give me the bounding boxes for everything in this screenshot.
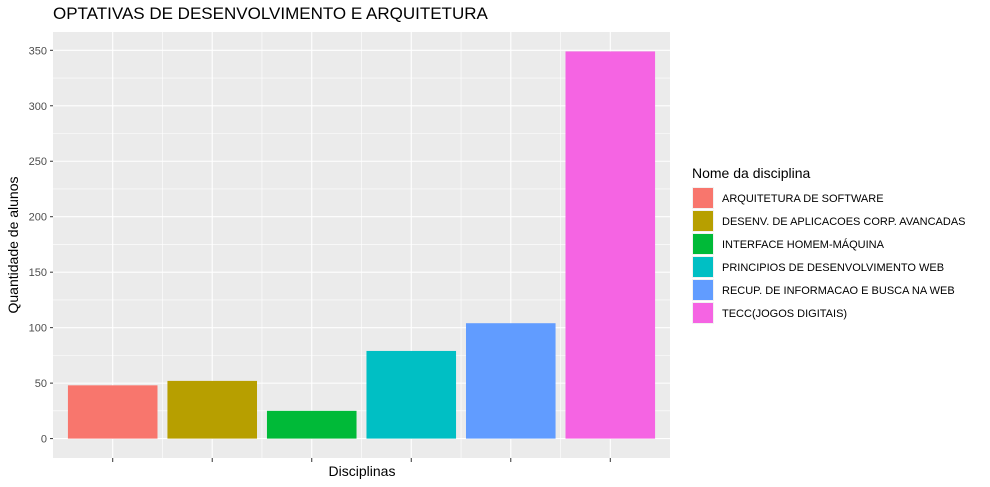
y-tick-label: 200 — [29, 212, 47, 224]
legend-label: ARQUITETURA DE SOFTWARE — [722, 193, 884, 205]
y-tick-label: 150 — [29, 267, 47, 279]
bar — [565, 51, 656, 439]
x-axis — [112, 458, 611, 462]
legend-label: TECC(JOGOS DIGITAIS) — [722, 308, 847, 320]
chart-title: OPTATIVAS DE DESENVOLVIMENTO E ARQUITETU… — [53, 4, 488, 23]
legend-swatch — [693, 303, 713, 323]
legend: Nome da disciplina ARQUITETURA DE SOFTWA… — [692, 165, 966, 324]
legend-title: Nome da disciplina — [692, 165, 810, 181]
legend-swatch — [693, 280, 713, 300]
legend-label: INTERFACE HOMEM-MÁQUINA — [722, 238, 885, 251]
bar — [266, 410, 357, 439]
y-axis-title: Quantidade de alunos — [5, 177, 21, 314]
legend-swatch — [693, 211, 713, 231]
bar — [366, 350, 457, 439]
legend-label: DESENV. DE APLICACOES CORP. AVANCADAS — [722, 216, 966, 228]
y-tick-label: 50 — [35, 378, 47, 390]
bar — [167, 380, 258, 439]
y-tick-label: 0 — [41, 434, 47, 446]
legend-label: PRINCIPIOS DE DESENVOLVIMENTO WEB — [722, 262, 944, 274]
y-tick-label: 250 — [29, 156, 47, 168]
y-tick-label: 300 — [29, 101, 47, 113]
y-tick-label: 350 — [29, 45, 47, 57]
legend-swatch — [693, 234, 713, 254]
bar — [67, 385, 158, 439]
bar — [465, 323, 556, 439]
x-axis-title: Disciplinas — [329, 463, 396, 479]
legend-swatch — [693, 188, 713, 208]
legend-label: RECUP. DE INFORMACAO E BUSCA NA WEB — [722, 285, 955, 297]
legend-swatch — [693, 257, 713, 277]
bars — [67, 51, 656, 439]
y-tick-label: 100 — [29, 323, 47, 335]
y-axis: 0 50 100 150 200 250 300 350 — [29, 45, 53, 446]
